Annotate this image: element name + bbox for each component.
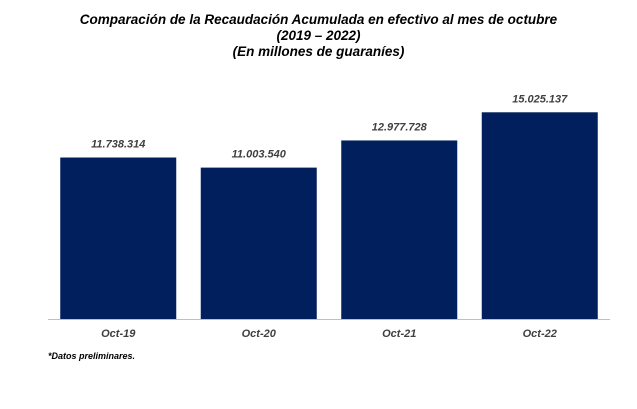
chart-subtitle: (2019 – 2022): [276, 28, 361, 43]
chart-title-block: Comparación de la Recaudación Acumulada …: [0, 12, 637, 60]
data-label-oct-22: 15.025.137: [512, 93, 568, 105]
data-label-oct-21: 12.977.728: [372, 121, 428, 133]
x-tick-label-oct-22: Oct-22: [523, 328, 557, 340]
bar-oct-22: [481, 112, 598, 319]
x-tick-label-oct-21: Oct-21: [382, 328, 416, 340]
bar-oct-19: [60, 157, 177, 319]
x-tick-label-oct-20: Oct-20: [242, 328, 277, 340]
data-label-oct-19: 11.738.314: [91, 139, 145, 151]
x-tick-label-oct-19: Oct-19: [101, 328, 136, 340]
bar-oct-20: [200, 167, 317, 319]
chart-title: Comparación de la Recaudación Acumulada …: [79, 12, 558, 27]
bar-oct-21: [341, 140, 458, 319]
chart-unit-note: (En millones de guaraníes): [232, 44, 405, 59]
footnote: *Datos preliminares.: [48, 351, 136, 361]
data-label-oct-20: 11.003.540: [232, 149, 287, 161]
